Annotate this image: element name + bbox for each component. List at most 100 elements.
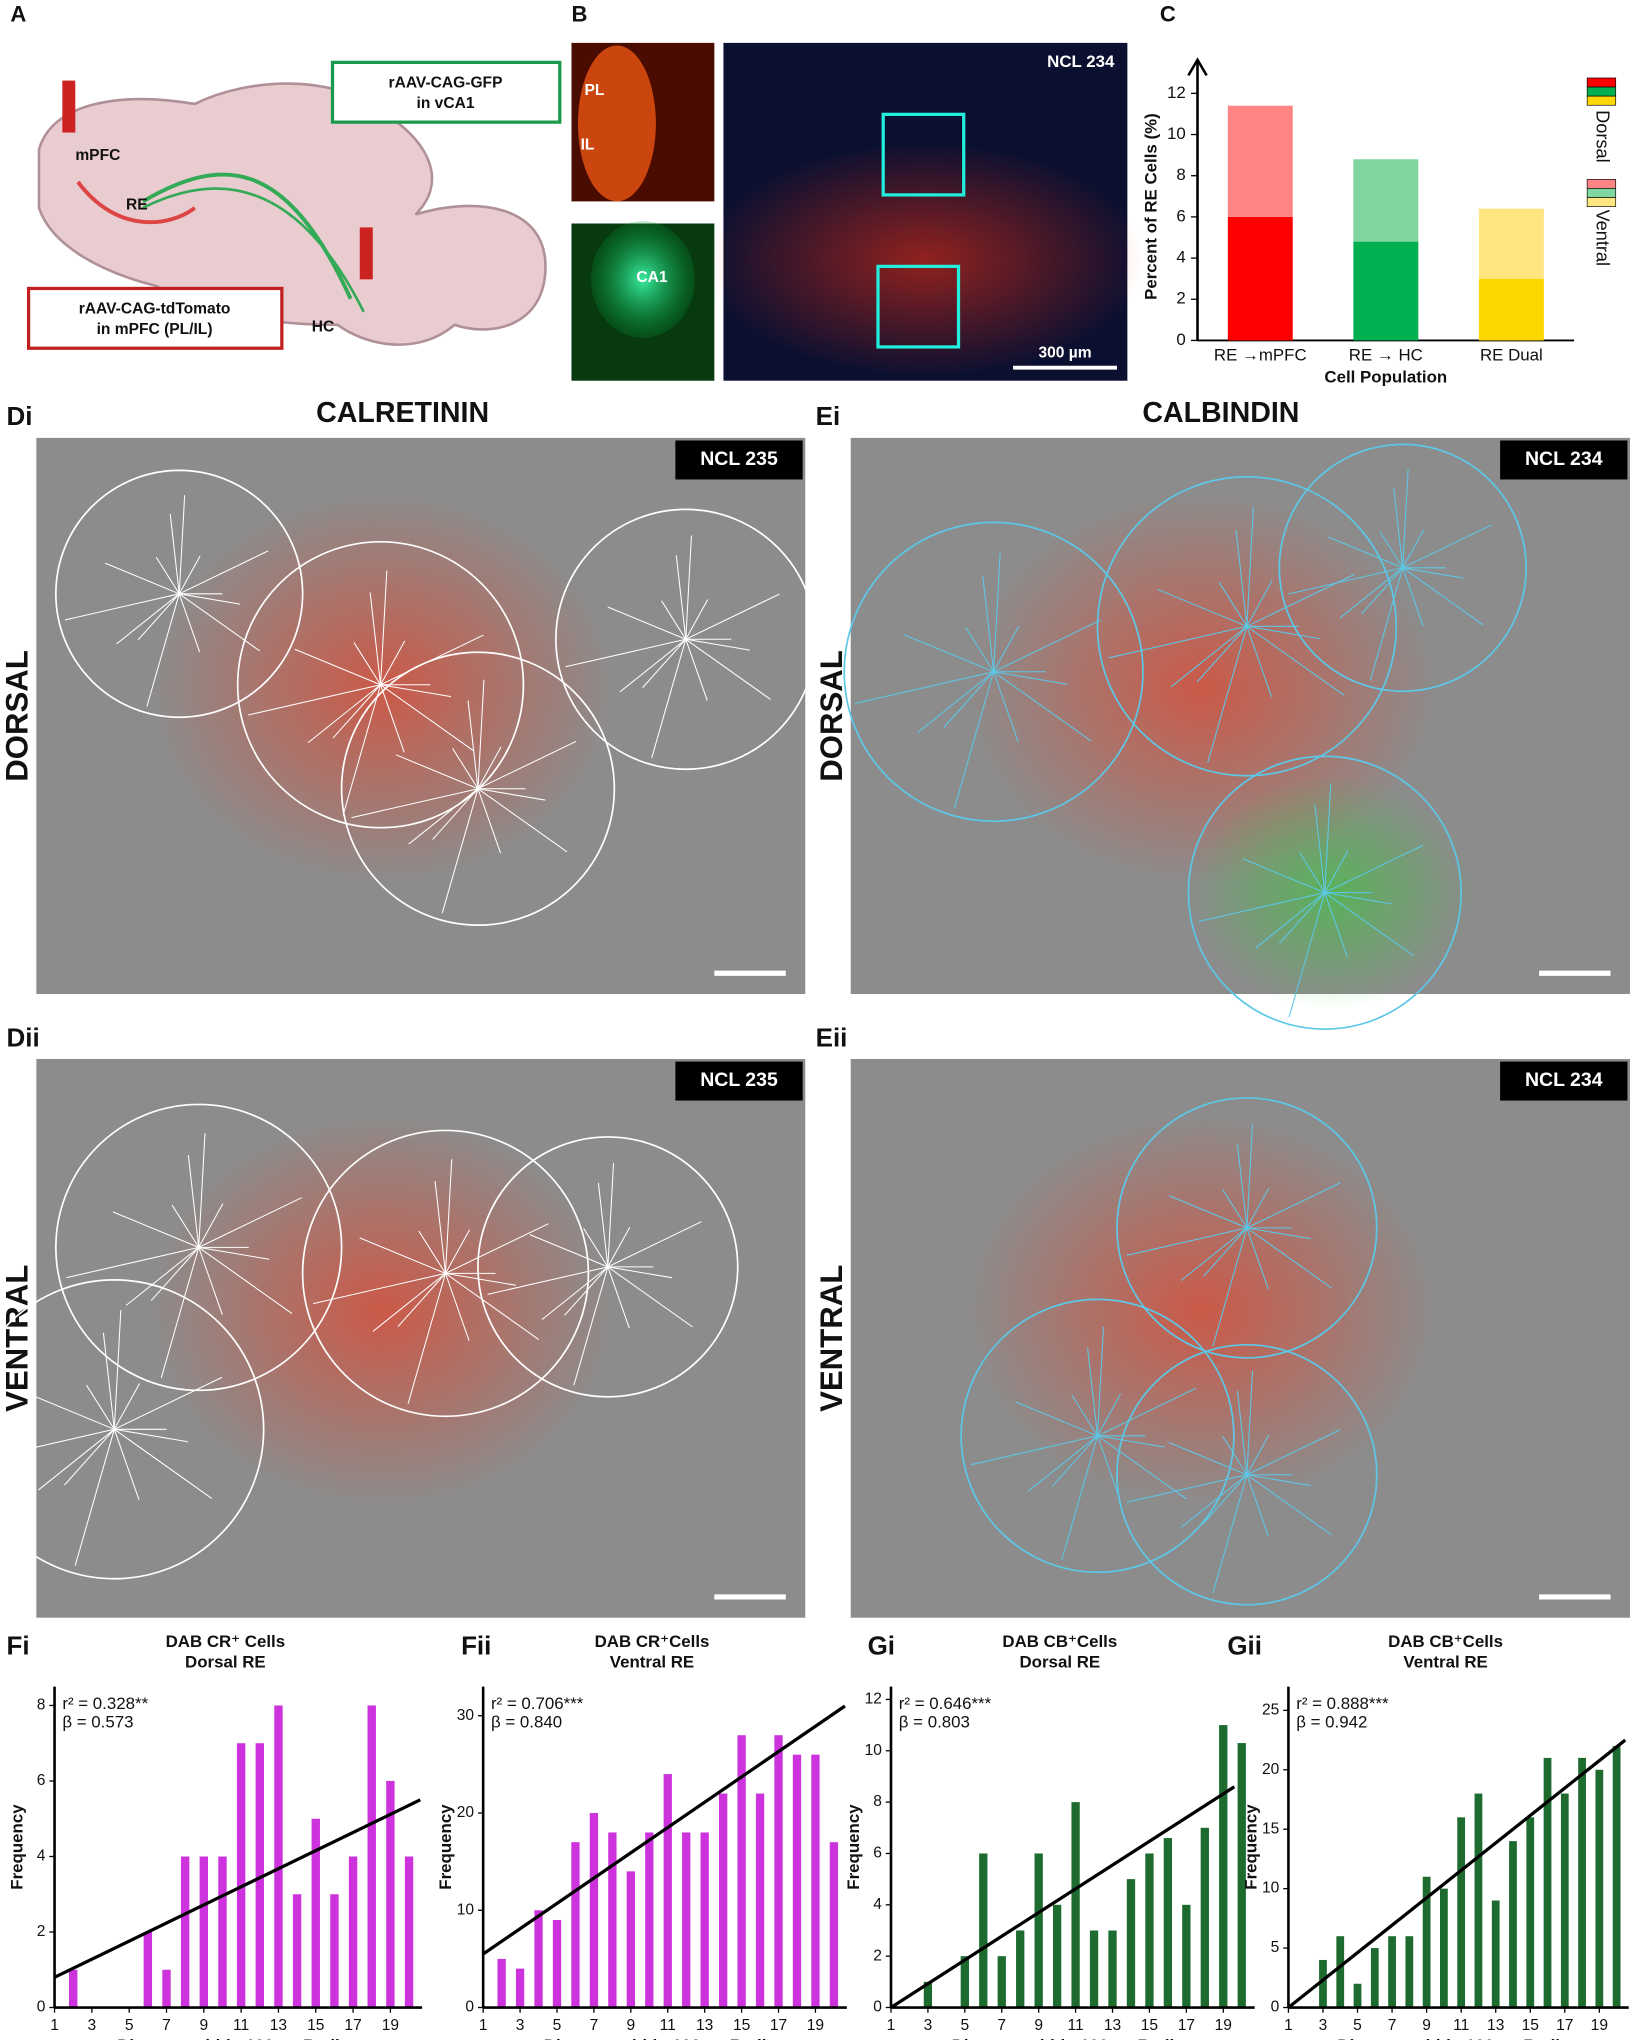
x-tick-label: 7	[590, 2017, 599, 2034]
y-axis-label: Frequency	[8, 1804, 27, 1890]
distance-line	[369, 592, 382, 685]
distance-line	[434, 1180, 447, 1274]
box-text: in mPFC (PL/IL)	[97, 321, 213, 338]
distance-line	[1402, 469, 1409, 568]
distance-line	[1212, 1474, 1248, 1594]
y-tick-label: 6	[1176, 206, 1185, 225]
x-tick-label: 7	[162, 2017, 171, 2034]
distance-line	[160, 1247, 200, 1379]
distance-line	[342, 684, 382, 816]
bar	[1560, 1793, 1569, 2008]
distance-line	[112, 1211, 199, 1248]
x-tick-label: 19	[807, 2017, 824, 2034]
distance-line	[444, 1159, 453, 1274]
bar	[979, 1853, 988, 2008]
distance-line	[1222, 1436, 1248, 1476]
bar	[311, 1818, 320, 2008]
bar	[367, 1705, 376, 2008]
distance-line	[125, 1246, 200, 1306]
y-tick-label: 25	[1262, 1701, 1280, 1718]
y-axis-label: Frequency	[844, 1804, 863, 1890]
sampling-circle	[555, 508, 817, 771]
region-label: mPFC	[75, 147, 120, 164]
y-tick-label: 6	[37, 1772, 46, 1789]
x-tick-label: 3	[516, 2017, 525, 2034]
distance-line	[953, 671, 995, 809]
distance-line	[1324, 850, 1349, 893]
distance-line	[607, 1266, 672, 1279]
x-tick-label: 15	[1522, 2017, 1540, 2034]
y-tick-label: 15	[1262, 1820, 1280, 1837]
distance-line	[1402, 529, 1425, 569]
section-glow	[703, 142, 1146, 377]
distance-line	[1097, 1435, 1165, 1448]
bar	[1439, 1888, 1448, 2008]
y-tick-label: 30	[457, 1707, 475, 1724]
distance-line	[198, 1247, 223, 1316]
bar	[1108, 1930, 1117, 2008]
bar-segment	[1227, 216, 1293, 341]
distance-line	[198, 1203, 224, 1248]
distance-line	[116, 593, 180, 645]
y-tick-label: 6	[873, 1845, 882, 1862]
bar	[1405, 1936, 1414, 2008]
y-tick-label: 4	[873, 1896, 882, 1913]
distance-line	[113, 1383, 141, 1430]
bar	[236, 1743, 246, 2008]
y-tick-label: 0	[465, 1999, 474, 2016]
fluorescence	[151, 493, 614, 883]
distance-line	[685, 638, 750, 651]
brain-schematic	[26, 60, 562, 350]
distance-line	[64, 593, 180, 621]
sampling-circle	[1116, 1343, 1378, 1606]
panel-label: Fii	[461, 1630, 491, 1660]
y-tick-label: 10	[1262, 1880, 1280, 1897]
trend-line	[890, 1785, 1236, 2009]
legend-label: Ventral	[1593, 209, 1613, 266]
distance-line	[1361, 567, 1404, 615]
y-tick-label: 8	[37, 1697, 46, 1714]
row-header: VENTRAL	[814, 1265, 849, 1412]
stamp: NCL 234	[1525, 448, 1603, 470]
distance-line	[971, 1435, 1098, 1466]
distance-line	[607, 1221, 702, 1268]
x-tick-label: 3	[924, 2017, 933, 2034]
distance-line	[1180, 1227, 1248, 1282]
bar	[960, 1956, 969, 2008]
y-tick-label: 0	[37, 1999, 46, 2016]
roi-box	[881, 112, 966, 197]
x-tick-label: 7	[997, 2017, 1006, 2034]
distance-line	[607, 1226, 631, 1268]
bar-segment	[1478, 208, 1544, 279]
panel-label: B	[571, 1, 587, 26]
roi-box	[876, 264, 961, 349]
distance-line	[66, 1246, 199, 1279]
sampling-circle	[340, 651, 616, 926]
x-tick-label: 17	[1556, 2017, 1573, 2034]
distance-line	[651, 639, 687, 759]
distance-line	[1393, 488, 1404, 568]
bar-segment	[1478, 278, 1544, 341]
panel-label: C	[1160, 1, 1176, 26]
stamp-box	[1500, 1061, 1628, 1101]
legend-swatch	[1586, 178, 1617, 189]
distance-line	[565, 638, 686, 668]
distance-line	[1168, 1195, 1248, 1229]
distance-line	[1087, 1347, 1099, 1436]
y-axis-label: Percent of RE Cells (%)	[1142, 113, 1161, 300]
distance-line	[477, 788, 568, 853]
bar	[571, 1842, 580, 2008]
distance-line	[642, 638, 687, 689]
distance-line	[1126, 1227, 1247, 1256]
stamp: NCL 235	[700, 448, 778, 470]
annotation: r² = 0.706***	[491, 1694, 584, 1713]
fluorescence	[967, 1114, 1436, 1506]
bar	[755, 1793, 765, 2008]
distance-line	[1288, 567, 1403, 595]
distance-line	[477, 679, 485, 789]
distance-line	[178, 593, 201, 653]
distance-line	[467, 700, 479, 789]
y-tick-label: 20	[457, 1804, 475, 1821]
distance-line	[313, 1272, 446, 1305]
trend-line	[53, 1798, 421, 1979]
